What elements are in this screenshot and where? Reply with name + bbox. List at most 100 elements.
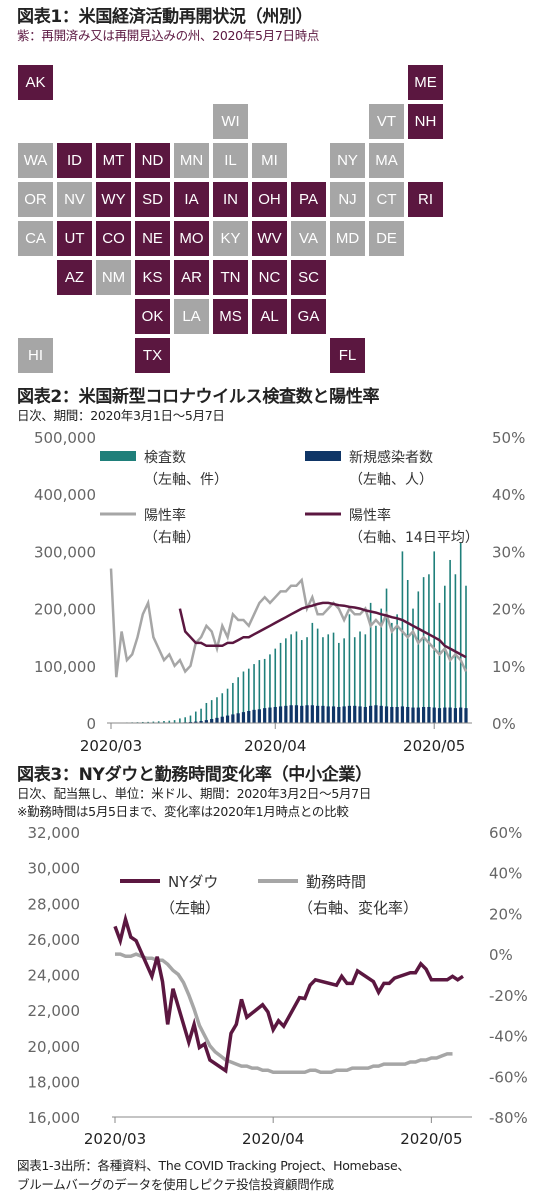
legend-note: （左軸、人） [349, 472, 433, 488]
x-tick-label: 2020/05 [400, 1130, 462, 1148]
state-tile-ky: KY [213, 221, 248, 256]
fig2-title: 図表2：米国新型コロナウイルス検査数と陽性率 [17, 387, 380, 407]
state-tile-ar: AR [174, 260, 209, 295]
tests-bar [465, 585, 467, 723]
tests-positivity-chart: 0 100,000 200,000 300,000 400,000 500,000 0% 10… [34, 429, 525, 755]
tests-bar [422, 577, 425, 723]
y-right-tick-label: -40% [489, 1028, 528, 1046]
state-tile-nm: NM [96, 260, 131, 295]
footer-source-1: 図表1-3出所：各種資料、The COVID Tracking Project、… [17, 1158, 410, 1173]
new-cases-bar [342, 706, 346, 723]
new-cases-bar [300, 705, 304, 723]
tests-bar [438, 602, 441, 723]
tests-bar [417, 591, 420, 723]
legend-label: 陽性率 [144, 507, 186, 524]
dow-workhours-chart: 16,000 18,000 20,000 22,000 24,000 26,000 28,0… [28, 824, 528, 1148]
new-cases-bar [331, 706, 336, 723]
tests-bar [322, 637, 324, 723]
y-left-tick-label: 26,000 [28, 931, 81, 949]
state-tile-il: IL [213, 143, 248, 178]
tests-bar [279, 642, 282, 723]
tests-bar [200, 708, 202, 723]
fig3-subtitle-2: ※勤務時間は5月5日まで、変化率は2020年1月時点との比較 [17, 804, 349, 819]
tests-bar [401, 551, 404, 723]
y-right-tick-label: -60% [489, 1068, 528, 1086]
tests-bar [449, 559, 451, 723]
tests-bar [306, 637, 308, 723]
new-cases-bar [443, 707, 447, 723]
y-right-tick-label: 50% [492, 429, 525, 447]
new-cases-bar [358, 706, 362, 723]
new-cases-bar [199, 720, 203, 723]
state-tile-nh: NH [408, 104, 443, 139]
y-left-tick-label: 22,000 [28, 1002, 81, 1020]
state-tile-ca: CA [18, 221, 53, 256]
tests-bar [163, 720, 165, 723]
tests-bar [253, 664, 255, 723]
new-cases-bar [363, 706, 367, 723]
state-tile-oh: OH [252, 182, 287, 217]
state-tile-ks: KS [135, 260, 170, 295]
tests-bar [369, 602, 372, 723]
new-cases-bar [294, 705, 299, 723]
state-tile-de: DE [369, 221, 404, 256]
fig1-subtitle: 紫：再開済み又は再開見込みの州、2020年5月7日時点 [17, 28, 320, 43]
new-cases-bar [379, 705, 383, 723]
y-right-tick-label: 40% [489, 865, 522, 883]
new-cases-bar [390, 706, 394, 723]
new-cases-bar [289, 705, 293, 723]
tests-bar [459, 542, 462, 723]
new-cases-bar [416, 707, 420, 723]
new-cases-bar [241, 712, 246, 723]
tests-bar [316, 628, 319, 723]
state-tile-in: IN [213, 182, 248, 217]
tests-bar [338, 642, 340, 723]
new-cases-bar [422, 706, 426, 723]
new-cases-bar [231, 714, 235, 723]
new-cases-bar [273, 706, 277, 723]
state-tile-wa: WA [18, 143, 53, 178]
fig3-title: 図表3：NYダウと勤務時間変化率（中小企業） [17, 765, 372, 785]
new-cases-bar [268, 707, 272, 723]
x-tick-label: 2020/03 [84, 1130, 146, 1148]
state-tile-ri: RI [408, 182, 443, 217]
new-cases-bar [347, 705, 352, 723]
new-cases-bar [278, 706, 283, 723]
new-cases-bar [448, 707, 452, 723]
tests-bar [295, 631, 298, 723]
state-tile-tx: TX [135, 338, 170, 373]
tests-bar [210, 700, 213, 723]
state-tile-map: AK ME WI VT NH WA ID MT ND MN IL MI NY MA OR NV WY SD IA IN… [0, 0, 550, 380]
new-cases-bar [210, 718, 214, 723]
legend-note: （右軸、14日平均） [349, 530, 479, 546]
y-left-tick-label: 18,000 [28, 1073, 81, 1091]
y-right-tick-label: -20% [489, 987, 528, 1005]
new-cases-bar [353, 705, 357, 723]
y-left-tick-label: 300,000 [34, 543, 96, 561]
tests-bar [332, 632, 335, 723]
new-cases-bar [453, 708, 458, 723]
state-tile-ny: NY [330, 143, 365, 178]
state-tile-or: OR [18, 182, 53, 217]
tests-bar [290, 634, 292, 723]
new-cases-bar [204, 720, 208, 723]
new-cases-bar [310, 705, 314, 723]
state-tile-nj: NJ [330, 182, 365, 217]
y-left-tick-label: 24,000 [28, 967, 81, 985]
tests-bar [412, 608, 414, 723]
state-tile-ia: IA [174, 182, 209, 217]
fig2-subtitle: 日次、期間：2020年3月1日～5月7日 [17, 408, 225, 423]
state-tile-az: AZ [57, 260, 92, 295]
new-cases-bar [400, 706, 405, 723]
new-cases-bar [464, 708, 468, 723]
state-tile-ok: OK [135, 299, 170, 334]
new-cases-bar [337, 706, 341, 723]
y-left-tick-label: 0 [86, 715, 96, 733]
new-cases-bar [411, 707, 415, 723]
new-cases-bar [263, 708, 267, 723]
legend-swatch [100, 451, 136, 461]
tests-bar [428, 574, 430, 723]
tests-bar [147, 721, 149, 723]
tests-bar [179, 718, 181, 723]
y-right-tick-label: 0% [489, 946, 513, 964]
